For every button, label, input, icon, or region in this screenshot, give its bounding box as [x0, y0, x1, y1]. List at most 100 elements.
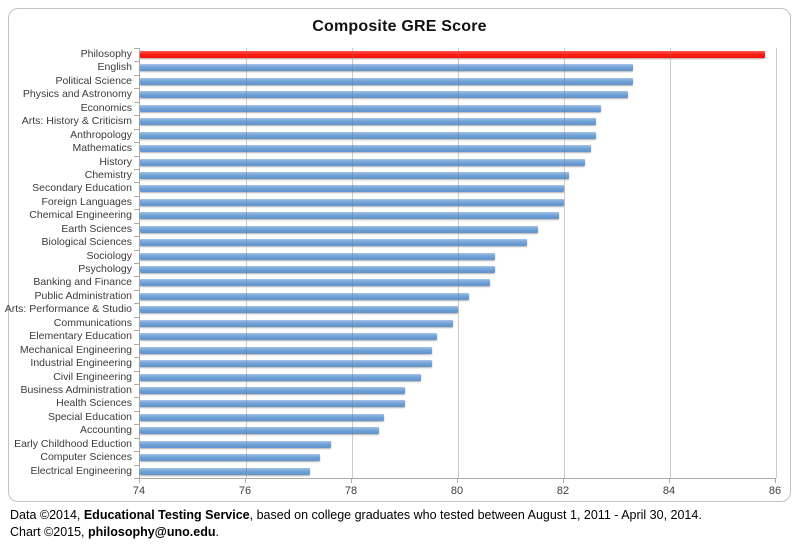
bar-row: Mathematics: [72, 142, 776, 155]
gridline-86: [776, 48, 777, 478]
category-axis-tick: [134, 222, 140, 224]
bar-chemistry: [140, 171, 570, 179]
bar-row: Economics: [81, 101, 776, 115]
category-axis-tick: [134, 195, 140, 197]
category-label: Civil Engineering: [53, 370, 132, 383]
gridline-82: [564, 48, 565, 478]
x-axis-label-80: 80: [450, 485, 464, 497]
category-label: History: [99, 155, 132, 168]
category-axis-tick: [134, 478, 140, 479]
bar-economics: [140, 104, 602, 112]
category-label: Chemistry: [84, 168, 132, 181]
category-label: Philosophy: [80, 48, 132, 60]
category-label: Accounting: [80, 424, 132, 437]
bar-row: Business Administration: [21, 383, 776, 397]
category-label: Economics: [80, 101, 132, 114]
bar-early-childhood-eduction: [140, 440, 331, 448]
category-label: Anthropology: [70, 128, 132, 141]
x-axis-label-74: 74: [132, 485, 146, 497]
bar-anthropology: [140, 131, 596, 139]
x-axis-tick: [351, 479, 352, 483]
x-axis-tick: [775, 479, 776, 483]
bar-row: Communications: [54, 316, 776, 330]
category-label: Arts: History & Criticism: [21, 115, 132, 128]
category-label: Business Administration: [20, 383, 132, 396]
category-label: Chemical Engineering: [29, 209, 132, 222]
bar-row: Earth Sciences: [61, 222, 776, 236]
category-label: Industrial Engineering: [30, 357, 132, 370]
bar-row: Physics and Astronomy: [23, 88, 776, 101]
bar-row: Civil Engineering: [53, 370, 776, 384]
category-axis-tick: [134, 437, 140, 439]
category-axis-tick: [134, 410, 140, 412]
bar-foreign-languages: [140, 198, 564, 206]
gridline-78: [352, 48, 353, 478]
bar-arts-history-criticism: [140, 118, 596, 126]
category-axis-tick: [134, 357, 140, 359]
footer-line-2: Chart ©2015, philosophy@uno.edu.: [10, 524, 702, 541]
category-axis-tick: [134, 61, 140, 63]
category-axis-tick: [134, 303, 140, 305]
bar-row: Early Childhood Eduction: [14, 437, 776, 451]
category-axis-tick: [134, 48, 140, 49]
footer-bold-text: Educational Testing Service: [83, 508, 250, 522]
bar-row: Industrial Engineering: [30, 357, 776, 370]
category-label: Electrical Engineering: [30, 464, 132, 477]
category-axis-tick: [134, 370, 140, 372]
category-axis-tick: [134, 142, 140, 144]
bar-mathematics: [140, 145, 591, 153]
bar-philosophy: [140, 51, 766, 58]
category-label: Elementary Education: [29, 330, 132, 343]
x-axis-tick: [563, 479, 564, 483]
x-axis-tick: [245, 479, 246, 483]
bar-row: History: [99, 155, 776, 169]
category-axis-tick: [134, 424, 140, 426]
bar-row: Chemical Engineering: [29, 209, 776, 222]
bar-electrical-engineering: [140, 467, 310, 475]
chart-footer: Data ©2014, Educational Testing Service,…: [10, 507, 702, 541]
bar-row: Electrical Engineering: [30, 464, 776, 478]
category-axis-tick: [134, 182, 140, 184]
category-label: Arts: Performance & Studio: [4, 303, 132, 316]
bar-row: Health Sciences: [56, 397, 776, 410]
bar-row: Accounting: [80, 424, 776, 437]
category-axis-tick: [134, 330, 140, 332]
bar-biological-sciences: [140, 239, 527, 247]
category-axis-tick: [134, 289, 140, 291]
bar-computer-sciences: [140, 454, 321, 462]
x-axis-tick: [139, 479, 140, 483]
x-axis-tick: [669, 479, 670, 483]
category-axis-tick: [134, 263, 140, 264]
category-axis-tick: [134, 397, 140, 399]
bar-accounting: [140, 427, 379, 435]
bar-physics-and-astronomy: [140, 91, 628, 99]
bar-public-administration: [140, 292, 469, 300]
bar-row: Special Education: [48, 410, 776, 424]
x-axis-label-76: 76: [238, 485, 252, 497]
bar-row: Public Administration: [35, 289, 776, 303]
category-axis-tick: [134, 155, 140, 157]
bar-banking-and-finance: [140, 279, 490, 287]
bar-sociology: [140, 252, 496, 260]
category-label: Special Education: [47, 410, 132, 423]
bar-row: Elementary Education: [29, 330, 776, 343]
chart-frame: Composite GRE Score Philosophy English Pol…: [5, 8, 791, 502]
category-label: Banking and Finance: [33, 276, 132, 289]
category-label: Communications: [53, 316, 132, 329]
category-label: Early Childhood Eduction: [14, 437, 132, 450]
category-label: Earth Sciences: [61, 222, 132, 235]
bar-row: Arts: Performance & Studio: [5, 303, 776, 316]
bar-communications: [140, 319, 453, 327]
category-axis-tick: [134, 276, 140, 278]
category-label: English: [97, 61, 132, 74]
footer-bold-text: philosophy@uno.edu: [88, 525, 216, 539]
bar-row: Anthropology: [70, 128, 776, 142]
bar-political-science: [140, 77, 633, 85]
bar-earth-sciences: [140, 225, 538, 233]
category-label: Health Sciences: [56, 397, 132, 410]
category-label: Psychology: [78, 263, 132, 275]
bar-industrial-engineering: [140, 360, 432, 368]
bar-civil-engineering: [140, 373, 421, 381]
bar-row: Chemistry: [85, 168, 776, 182]
x-axis-label-78: 78: [344, 485, 358, 497]
